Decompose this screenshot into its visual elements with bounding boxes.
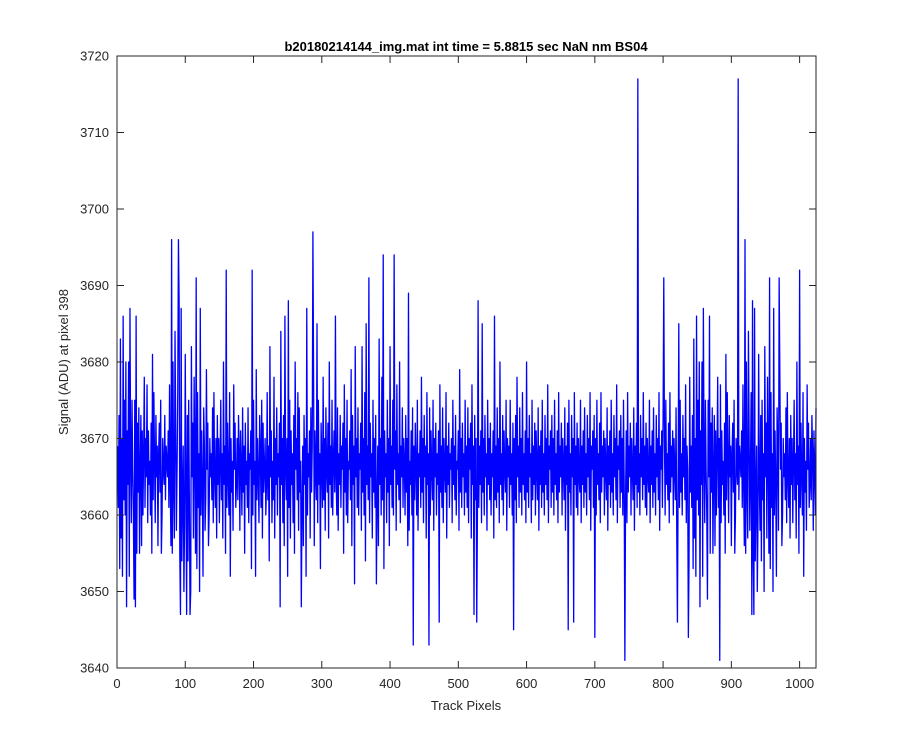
series-line-0: [117, 78, 817, 661]
x-tick-label: 300: [311, 676, 333, 691]
axes: 0 100 200 300 400 500 600 700 800 900 1000 3640 3650…: [80, 49, 817, 691]
chart-title: b20180214144_img.mat int time = 5.8815 s…: [284, 39, 648, 54]
x-tick-label: 500: [447, 676, 469, 691]
y-tick-label: 3650: [80, 584, 109, 599]
x-tick-label: 400: [379, 676, 401, 691]
y-tick-label: 3700: [80, 202, 109, 217]
y-tick-label: 3720: [80, 49, 109, 64]
y-tick-label: 3710: [80, 125, 109, 140]
x-tick-label: 600: [516, 676, 538, 691]
x-tick-label: 0: [113, 676, 120, 691]
y-tick-label: 3640: [80, 661, 109, 676]
x-tick-label: 900: [721, 676, 743, 691]
y-tick-label: 3660: [80, 508, 109, 523]
x-axis-label: Track Pixels: [431, 698, 502, 713]
y-tick-label: 3690: [80, 278, 109, 293]
x-tick-label: 700: [584, 676, 606, 691]
axes-box: [116, 55, 817, 669]
x-tick-label: 100: [174, 676, 196, 691]
x-tick-label: 1000: [785, 676, 814, 691]
y-tick-label: 3680: [80, 355, 109, 370]
y-tick-label: 3670: [80, 431, 109, 446]
y-axis-label: Signal (ADU) at pixel 398: [56, 289, 71, 435]
plot-area: [117, 78, 817, 661]
x-tick-label: 200: [243, 676, 265, 691]
x-tick-label: 800: [652, 676, 674, 691]
